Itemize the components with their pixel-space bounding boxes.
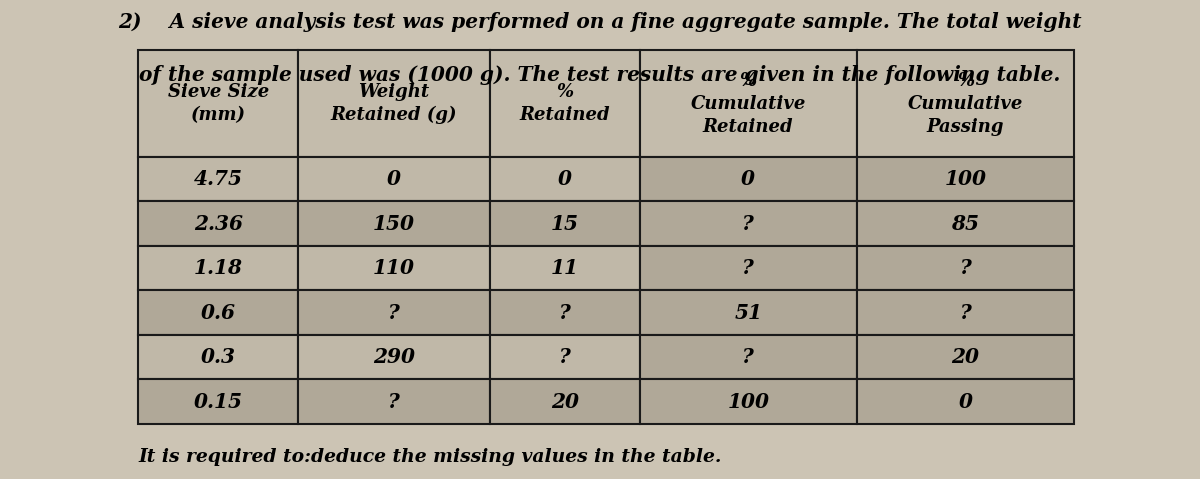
Text: (mm): (mm) — [191, 106, 246, 124]
Bar — [138, 201, 299, 246]
Text: 20: 20 — [551, 392, 578, 411]
Bar — [857, 379, 1074, 424]
Text: ?: ? — [388, 303, 400, 323]
Text: %: % — [739, 71, 757, 90]
Text: 51: 51 — [734, 303, 762, 323]
Text: Retained: Retained — [520, 106, 610, 124]
Text: 100: 100 — [944, 169, 986, 189]
Bar — [138, 246, 299, 290]
Text: 100: 100 — [727, 392, 769, 411]
Text: ?: ? — [559, 347, 570, 367]
Text: 110: 110 — [373, 258, 415, 278]
Bar — [138, 50, 299, 157]
Bar — [640, 201, 857, 246]
Text: ?: ? — [388, 392, 400, 411]
Text: 2)    A sieve analysis test was performed on a fine aggregate sample. The total : 2) A sieve analysis test was performed o… — [119, 12, 1081, 32]
Bar — [490, 335, 640, 379]
Bar — [490, 379, 640, 424]
Text: 85: 85 — [952, 214, 979, 234]
Bar — [490, 50, 640, 157]
Text: 0.6: 0.6 — [200, 303, 235, 323]
Text: ?: ? — [743, 258, 754, 278]
Bar — [299, 201, 490, 246]
Bar — [640, 290, 857, 335]
Text: 4.75: 4.75 — [193, 169, 242, 189]
Bar — [857, 50, 1074, 157]
Bar — [138, 290, 299, 335]
Text: %: % — [956, 71, 974, 90]
Text: ?: ? — [559, 303, 570, 323]
Bar — [857, 335, 1074, 379]
Bar — [299, 290, 490, 335]
Text: Retained: Retained — [703, 117, 793, 136]
Bar — [299, 379, 490, 424]
Bar — [857, 157, 1074, 201]
Text: Retained (g): Retained (g) — [331, 106, 457, 124]
Bar — [490, 157, 640, 201]
Bar — [857, 290, 1074, 335]
Bar — [640, 379, 857, 424]
Text: It is required to:deduce the missing values in the table.: It is required to:deduce the missing val… — [138, 448, 721, 466]
Text: 2.36: 2.36 — [193, 214, 242, 234]
Text: 0: 0 — [959, 392, 972, 411]
Text: ?: ? — [960, 303, 971, 323]
Text: 0: 0 — [386, 169, 401, 189]
Bar — [490, 290, 640, 335]
Text: 0: 0 — [558, 169, 571, 189]
Text: 0.3: 0.3 — [200, 347, 235, 367]
Text: 11: 11 — [551, 258, 578, 278]
Bar — [138, 379, 299, 424]
Bar — [490, 246, 640, 290]
Bar — [640, 50, 857, 157]
Text: ?: ? — [743, 347, 754, 367]
Text: Weight: Weight — [359, 83, 430, 101]
Bar — [857, 246, 1074, 290]
Text: 20: 20 — [952, 347, 979, 367]
Text: %: % — [556, 83, 574, 101]
Text: 0: 0 — [742, 169, 755, 189]
Bar — [299, 246, 490, 290]
Text: of the sample used was (1000 g). The test results are given in the following tab: of the sample used was (1000 g). The tes… — [139, 65, 1061, 85]
Bar — [299, 335, 490, 379]
Bar — [138, 157, 299, 201]
Text: Passing: Passing — [926, 117, 1004, 136]
Text: ?: ? — [960, 258, 971, 278]
Text: 0.15: 0.15 — [193, 392, 242, 411]
Bar — [299, 50, 490, 157]
Text: 1.18: 1.18 — [193, 258, 242, 278]
Text: 150: 150 — [373, 214, 415, 234]
Bar — [640, 157, 857, 201]
Bar — [299, 157, 490, 201]
Text: Cumulative: Cumulative — [907, 94, 1024, 113]
Bar — [640, 335, 857, 379]
Bar — [640, 246, 857, 290]
Text: 15: 15 — [551, 214, 578, 234]
Text: 290: 290 — [373, 347, 415, 367]
Text: ?: ? — [743, 214, 754, 234]
Bar — [490, 201, 640, 246]
Text: Cumulative: Cumulative — [690, 94, 806, 113]
Bar — [857, 201, 1074, 246]
Text: Sieve Size: Sieve Size — [168, 83, 269, 101]
Bar — [138, 335, 299, 379]
